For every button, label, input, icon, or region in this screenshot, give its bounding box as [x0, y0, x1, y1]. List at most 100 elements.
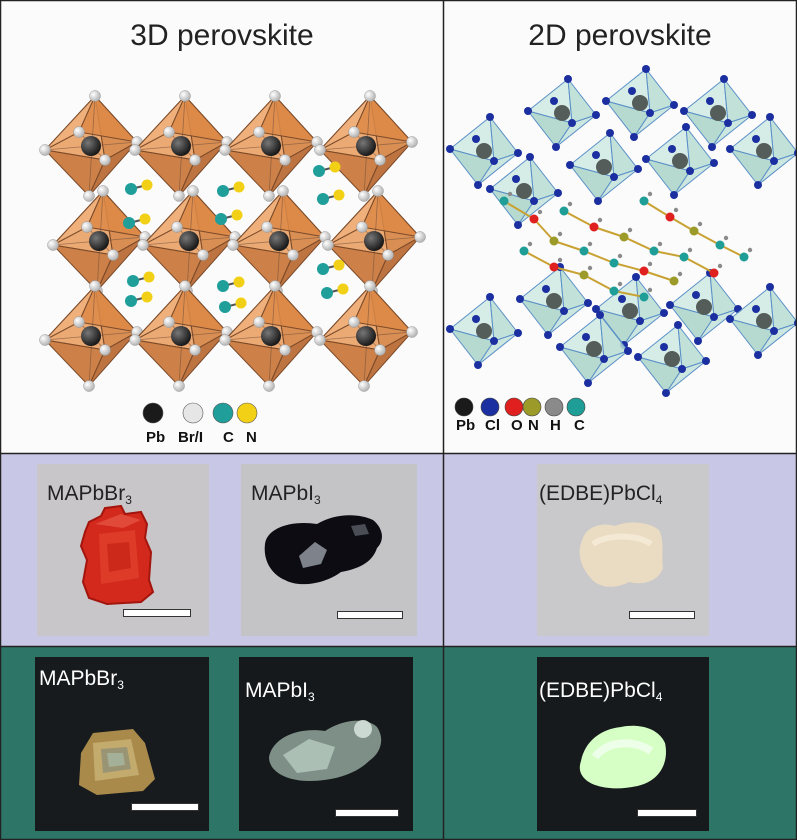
chloride-atom: [662, 389, 670, 397]
halide-atom: [99, 154, 111, 166]
hydrogen-atom: [747, 247, 753, 253]
chloride-atom: [592, 151, 600, 159]
chloride-atom: [554, 189, 562, 197]
ma-cation: [123, 213, 151, 229]
ma-cation: [127, 271, 155, 287]
chloride-atom: [514, 329, 522, 337]
carbon-atom: [217, 280, 229, 292]
chloride-atom: [642, 65, 650, 73]
chloride-atom: [708, 143, 716, 151]
hydrogen-atom: [673, 207, 679, 213]
halide-atom: [179, 90, 191, 102]
legend-2d-label-c: C: [574, 417, 585, 434]
chloride-atom: [674, 321, 682, 329]
hydrogen-atom: [617, 253, 623, 259]
legend-3d-label-c: C: [223, 429, 234, 446]
ambient-row-3d: MAPbBr3 MAPbI3: [1, 454, 443, 646]
nitrogen-atom: [235, 297, 247, 309]
chloride-atom: [472, 315, 480, 323]
hydrogen-atom: [647, 261, 653, 267]
chloride-atom: [642, 155, 650, 163]
halide-atom: [348, 316, 360, 328]
chain-atom: [519, 246, 529, 256]
pb-atom: [476, 323, 492, 339]
chloride-atom: [670, 101, 678, 109]
halide-atom: [129, 334, 141, 346]
halide-atom: [322, 239, 334, 251]
hydrogen-atom: [597, 217, 603, 223]
chloride-atom: [596, 311, 604, 319]
nitrogen-atom: [329, 161, 341, 173]
hydrogen-atom: [677, 271, 683, 277]
pb-atom: [622, 303, 638, 319]
chloride-atom: [560, 307, 568, 315]
chloride-atom: [610, 173, 618, 181]
chloride-atom: [556, 343, 564, 351]
hydrogen-atom: [527, 241, 533, 247]
pb-atom: [356, 136, 376, 156]
halide-atom: [287, 249, 299, 261]
legend-2d-ball: [566, 397, 586, 417]
halide-atom: [197, 249, 209, 261]
structure-2d-diagram: [446, 65, 796, 417]
chain-atom: [609, 258, 619, 268]
pb-atom: [632, 95, 648, 111]
pb-atom: [756, 313, 772, 329]
legend-2d-label-cl: Cl: [485, 417, 500, 434]
label-uv-edbe-pbcl4: (EDBE)PbCl4: [539, 679, 663, 704]
halide-atom: [219, 144, 231, 156]
chloride-atom: [446, 145, 454, 153]
legend-2d-ball: [480, 397, 500, 417]
chloride-atom: [670, 191, 678, 199]
chloride-atom: [634, 353, 642, 361]
chain-atom: [529, 214, 539, 224]
chloride-atom: [694, 337, 702, 345]
chain-atom: [499, 196, 509, 206]
hydrogen-atom: [657, 241, 663, 247]
carbon-atom: [317, 263, 329, 275]
scale-bar: [337, 611, 403, 619]
nitrogen-atom: [233, 181, 245, 193]
pb-atom: [586, 341, 602, 357]
pb-atom: [356, 326, 376, 346]
ma-cation: [317, 189, 345, 205]
octahedron: [314, 90, 418, 202]
halide-atom: [406, 136, 418, 148]
halide-atom: [107, 249, 119, 261]
halide-atom: [187, 185, 199, 197]
chain-atom: [549, 236, 559, 246]
hydrogen-atom: [687, 247, 693, 253]
panel-3d-perovskite: 3D perovskite Pb Br/I C N: [1, 1, 443, 453]
chloride-atom: [446, 325, 454, 333]
halide-atom: [97, 185, 109, 197]
pb-atom: [696, 299, 712, 315]
halide-atom: [179, 280, 191, 292]
ma-cation: [215, 209, 243, 225]
uv-row-3d: MAPbBr3 MAPbI3: [1, 647, 443, 839]
octahedron: [219, 280, 323, 392]
legend-3d-ball: [182, 402, 204, 424]
halide-atom: [314, 144, 326, 156]
chloride-atom: [624, 347, 632, 355]
ma-cation: [313, 161, 341, 177]
pb-atom: [81, 136, 101, 156]
pb-atom: [756, 143, 772, 159]
halide-atom: [83, 190, 95, 202]
nitrogen-atom: [141, 291, 153, 303]
halide-atom: [269, 90, 281, 102]
halide-atom: [73, 126, 85, 138]
legend-2d-ball: [544, 397, 564, 417]
legend-3d-ball: [142, 402, 164, 424]
pb-atom: [476, 143, 492, 159]
halide-atom: [73, 316, 85, 328]
pb-atom: [179, 231, 199, 251]
legend-2d-ball: [504, 397, 524, 417]
halide-atom: [227, 239, 239, 251]
label-uv-mapbbr3: MAPbBr3: [39, 667, 124, 692]
halide-atom: [279, 154, 291, 166]
carbon-atom: [219, 301, 231, 313]
hydrogen-atom: [627, 227, 633, 233]
chloride-atom: [668, 145, 676, 153]
hydrogen-atom: [537, 209, 543, 215]
